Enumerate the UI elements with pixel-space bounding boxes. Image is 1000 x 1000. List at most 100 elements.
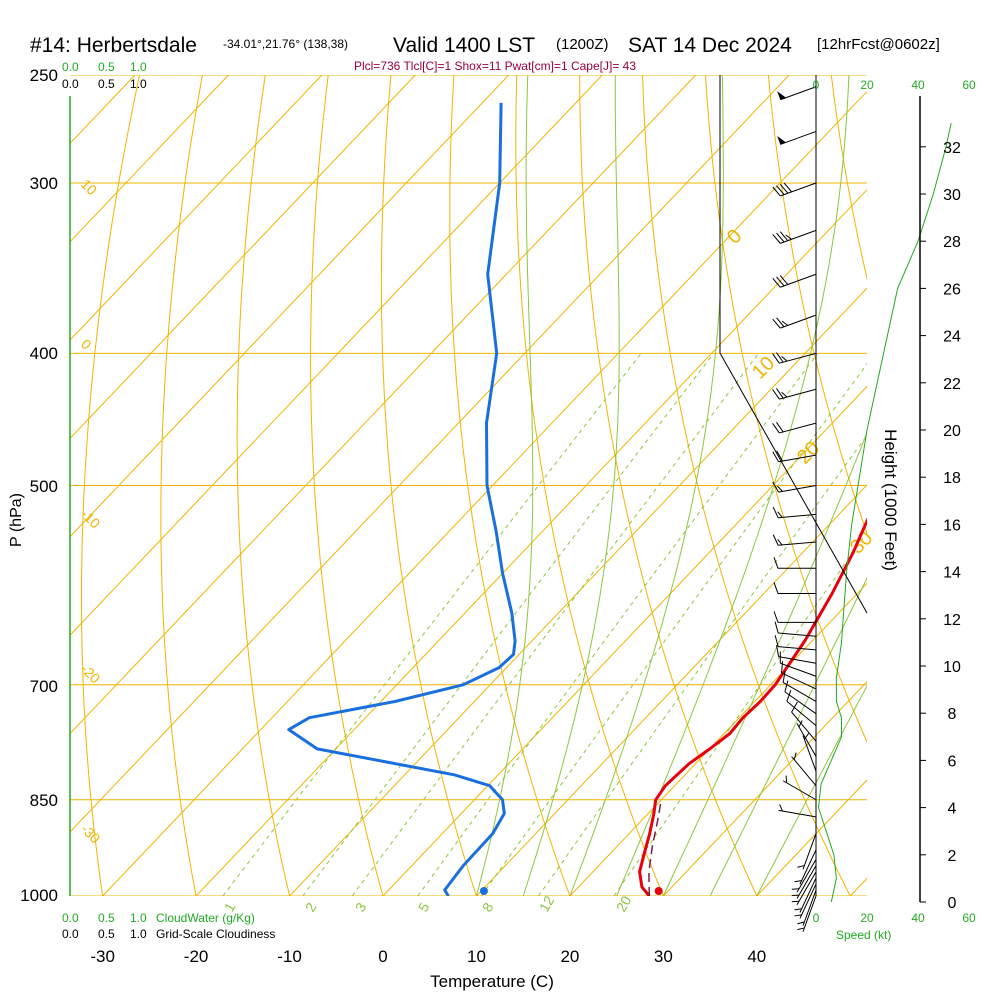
wind-barb-staff <box>799 849 817 885</box>
wind-barb-feather <box>776 450 783 462</box>
moist-adiabat-line <box>522 75 620 896</box>
height-tick-label: 10 <box>943 659 961 676</box>
parcel-path <box>648 799 663 896</box>
wind-barb-feather <box>776 317 785 328</box>
temperature-tick-label: 30 <box>654 947 673 966</box>
wind-barb <box>772 352 817 364</box>
isotherm-label: 0 <box>723 225 746 248</box>
y-axis-label: P (hPa) <box>8 493 25 547</box>
cloudiness-scale-top: 1.0 <box>130 77 147 91</box>
mixing-ratio-line <box>417 353 819 896</box>
isotherm-line <box>70 75 416 440</box>
grid-cloudiness-label: Grid-Scale Cloudiness <box>156 927 275 941</box>
wind-barb-feather <box>776 422 784 433</box>
isotherm-label: 10 <box>78 176 100 198</box>
wind-barb <box>797 889 817 926</box>
wind-barb-feather <box>772 481 780 493</box>
speed-tick-bottom: 20 <box>860 911 874 925</box>
moist-adiabat-line <box>569 75 724 896</box>
height-tick-label: 22 <box>943 376 961 393</box>
wind-barb-feather <box>774 635 779 647</box>
wind-barb-staff <box>780 314 817 329</box>
height-tick-label: 18 <box>943 470 961 487</box>
wind-barb-staff <box>778 632 817 637</box>
wind-barb-staff <box>778 809 817 818</box>
wind-barb <box>782 670 817 702</box>
wind-barb <box>772 481 817 493</box>
wind-barb <box>797 895 817 932</box>
wind-barb <box>774 621 817 637</box>
isotherm-label: 20 <box>793 437 824 468</box>
wind-barb-feather <box>793 752 797 760</box>
wind-barb <box>772 534 817 546</box>
wind-barb-feather <box>777 511 783 518</box>
wind-barb-staff <box>778 646 817 651</box>
temperature-profile <box>638 517 867 896</box>
wind-barb <box>772 182 817 197</box>
wind-barb-feather <box>772 234 781 244</box>
wind-barb-staff <box>802 889 817 926</box>
wind-barb-feather <box>781 320 789 326</box>
wind-barb-staff <box>779 422 817 434</box>
wind-barb <box>784 680 817 715</box>
cloudwater-scale-bottom: 0.0 <box>62 911 79 925</box>
wind-barb-feather <box>794 914 802 917</box>
wind-barb-staff <box>778 656 817 664</box>
mixing-ratio-label: 2 <box>302 900 320 915</box>
wind-barb-feather <box>797 927 805 931</box>
wind-barb-staff <box>799 883 817 919</box>
wind-barb <box>778 804 817 818</box>
wind-barb <box>773 611 816 623</box>
station-coords: -34.01°,21.76° (138,38) <box>223 37 348 51</box>
wind-barb-feather <box>772 389 780 400</box>
mixing-ratio-label: 20 <box>613 893 635 915</box>
wind-barb-feather <box>781 661 784 673</box>
wind-barb <box>772 314 817 329</box>
moist-adiabat-line <box>709 576 867 896</box>
wind-barb-feather <box>776 352 784 363</box>
temperature-tick-label: 0 <box>378 947 387 966</box>
wind-barb-feather <box>781 355 788 362</box>
wind-barb <box>791 871 817 905</box>
dry-adiabat-line <box>515 75 664 896</box>
dry-adiabat-line <box>449 75 571 896</box>
speed-tick-top: 60 <box>962 78 976 92</box>
wind-barb-staff <box>796 865 817 899</box>
wind-barb <box>772 450 817 463</box>
isotherm-line <box>70 75 229 243</box>
moist-adiabat-line <box>475 75 534 896</box>
wind-barb-feather <box>779 183 789 194</box>
wind-barb-staff <box>802 895 817 932</box>
wind-barb-staff <box>778 513 817 519</box>
moist-adiabat-line <box>616 75 850 896</box>
valid-date: SAT 14 Dec 2024 <box>628 34 792 57</box>
wind-barb-staff <box>802 735 817 772</box>
wind-barb-feather <box>794 880 802 883</box>
cloudwater-label: CloudWater (g/Kg) <box>156 911 255 925</box>
wind-barb <box>772 273 817 288</box>
pressure-tick-label: 700 <box>30 677 58 696</box>
height-tick-label: 6 <box>948 753 957 770</box>
wind-barb-feather <box>772 277 781 288</box>
wind-barb <box>791 752 817 786</box>
pressure-tick-label: 850 <box>30 791 58 810</box>
dry-adiabat-line <box>579 75 758 896</box>
wind-barb-feather <box>772 186 781 197</box>
wind-barb-staff <box>799 877 817 913</box>
dry-adiabat-line <box>380 75 477 896</box>
wind-barb <box>773 557 816 569</box>
dry-adiabat-line <box>81 75 140 896</box>
wind-barb <box>773 582 816 594</box>
cloudwater-scale-bottom: 1.0 <box>130 911 147 925</box>
wind-barb <box>782 775 817 801</box>
wind-barb-staff <box>779 352 817 364</box>
speed-tick-top: 40 <box>911 78 925 92</box>
wind-barb <box>797 833 817 870</box>
wind-barb-feather <box>772 534 779 546</box>
height-tick-label: 32 <box>943 140 961 157</box>
wind-barb-staff <box>791 756 817 786</box>
wind-barb-staff <box>796 859 817 893</box>
cloudiness-scale-top: 0.5 <box>98 77 115 91</box>
